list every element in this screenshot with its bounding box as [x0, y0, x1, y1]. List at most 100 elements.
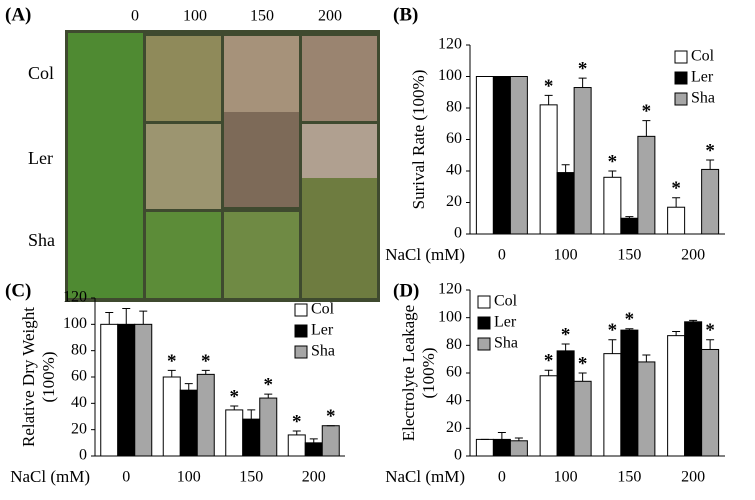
legend-label: Col [691, 48, 715, 65]
bar [321, 425, 340, 457]
bar [196, 373, 215, 457]
legend-label: Col [311, 301, 335, 318]
column-label: 100 [183, 8, 207, 25]
y-tick-label: 40 [446, 162, 462, 179]
bar [509, 440, 528, 457]
error-bar [578, 372, 587, 382]
y-tick-label: 40 [71, 394, 87, 411]
x-tick-label: 0 [498, 469, 506, 486]
significance-mark: * [705, 320, 715, 341]
error-bar [230, 405, 239, 410]
bar [117, 323, 136, 457]
error-bar [544, 94, 553, 105]
error-bar [625, 216, 634, 219]
significance-mark: * [608, 320, 618, 341]
significance-mark: * [264, 374, 274, 395]
error-bar [544, 369, 553, 376]
significance-mark: * [705, 140, 715, 161]
significance-mark: * [642, 101, 652, 122]
y-tick-label: 80 [446, 336, 462, 353]
y-axis-label: Relative Dry Weight [19, 307, 38, 447]
y-tick-label: 80 [71, 341, 87, 358]
error-bar [672, 197, 681, 208]
legend-swatch [294, 324, 308, 338]
y-axis-label: Electrolyte Leakage [399, 305, 418, 441]
y-axis-label: (100%) [419, 348, 438, 399]
legend-label: Sha [311, 343, 335, 360]
significance-mark: * [167, 351, 177, 372]
panel-label: (C) [5, 280, 31, 301]
bar [573, 380, 592, 457]
error-bar [105, 311, 114, 325]
error-bar [689, 319, 698, 322]
significance-mark: * [578, 353, 588, 374]
panel-label: (A) [5, 4, 31, 25]
row-label: Ler [28, 148, 53, 168]
bar [287, 434, 306, 457]
bar [539, 104, 558, 235]
row-label: Sha [28, 230, 55, 250]
y-tick-label: 20 [446, 193, 462, 210]
y-tick-label: 80 [446, 99, 462, 116]
y-tick-label: 0 [454, 225, 462, 242]
y-tick-label: 0 [79, 447, 87, 464]
error-bar [578, 77, 587, 88]
bar [162, 376, 181, 457]
error-bar [672, 331, 681, 336]
error-bar [247, 409, 256, 420]
bar [475, 76, 494, 235]
x-tick-label: 100 [554, 247, 578, 264]
error-bar [561, 164, 570, 173]
error-bar [608, 339, 617, 354]
y-tick-label: 60 [71, 368, 87, 385]
y-tick-label: 100 [438, 67, 462, 84]
bar [509, 76, 528, 235]
error-bar [497, 431, 506, 440]
significance-mark: * [578, 58, 588, 79]
x-tick-label: 150 [617, 469, 641, 486]
significance-mark: * [326, 406, 336, 427]
column-label: 150 [250, 8, 274, 25]
bar [603, 353, 622, 457]
error-bar [184, 383, 193, 391]
bar [556, 350, 575, 457]
y-tick-label: 0 [454, 447, 462, 464]
y-tick-label: 100 [438, 308, 462, 325]
photo [65, 30, 380, 302]
error-bar [642, 120, 651, 137]
bar [667, 335, 686, 457]
error-bar [642, 354, 651, 362]
error-bar [264, 393, 273, 399]
x-tick-label: 200 [302, 469, 326, 486]
row-label: Col [28, 63, 54, 83]
bar [134, 323, 153, 457]
bar [492, 76, 511, 235]
legend-swatch [674, 50, 688, 64]
x-axis-label: NaCl (mM) [385, 245, 465, 264]
x-tick-label: 200 [681, 247, 705, 264]
legend-label: Sha [494, 335, 518, 352]
error-bar [122, 308, 131, 325]
bar [573, 87, 592, 235]
legend-label: Ler [691, 69, 714, 86]
bar [556, 172, 575, 235]
y-axis-label: Surival Rate (100%) [409, 70, 428, 210]
bar [620, 329, 639, 457]
error-bar [167, 369, 176, 377]
bar [637, 135, 656, 235]
bar [242, 418, 261, 457]
significance-mark: * [561, 324, 571, 345]
bar [100, 323, 119, 457]
legend-swatch [294, 303, 308, 317]
bar [701, 348, 720, 457]
legend-swatch [477, 316, 491, 330]
bar [259, 397, 278, 457]
bar [667, 206, 686, 235]
significance-mark: * [201, 351, 211, 372]
y-tick-label: 20 [71, 420, 87, 437]
bar [684, 321, 703, 457]
legend-label: Ler [311, 322, 334, 339]
legend-swatch [294, 345, 308, 359]
x-tick-label: 150 [239, 469, 263, 486]
